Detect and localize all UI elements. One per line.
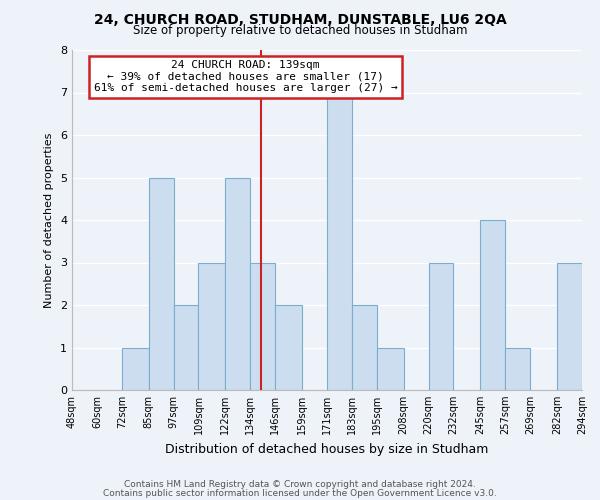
Bar — [352, 305, 377, 390]
Bar — [327, 92, 352, 390]
Bar — [226, 178, 250, 390]
Bar — [505, 348, 530, 390]
Bar — [250, 262, 275, 390]
Bar — [149, 178, 173, 390]
Bar — [275, 305, 302, 390]
Bar — [428, 262, 454, 390]
Bar — [377, 348, 404, 390]
Bar — [481, 220, 505, 390]
Text: Contains HM Land Registry data © Crown copyright and database right 2024.: Contains HM Land Registry data © Crown c… — [124, 480, 476, 489]
Text: 24 CHURCH ROAD: 139sqm
← 39% of detached houses are smaller (17)
61% of semi-det: 24 CHURCH ROAD: 139sqm ← 39% of detached… — [94, 60, 397, 94]
X-axis label: Distribution of detached houses by size in Studham: Distribution of detached houses by size … — [166, 442, 488, 456]
Bar — [122, 348, 149, 390]
Text: Size of property relative to detached houses in Studham: Size of property relative to detached ho… — [133, 24, 467, 37]
Bar — [199, 262, 226, 390]
Bar — [557, 262, 582, 390]
Text: 24, CHURCH ROAD, STUDHAM, DUNSTABLE, LU6 2QA: 24, CHURCH ROAD, STUDHAM, DUNSTABLE, LU6… — [94, 12, 506, 26]
Y-axis label: Number of detached properties: Number of detached properties — [44, 132, 55, 308]
Bar — [173, 305, 199, 390]
Text: Contains public sector information licensed under the Open Government Licence v3: Contains public sector information licen… — [103, 488, 497, 498]
